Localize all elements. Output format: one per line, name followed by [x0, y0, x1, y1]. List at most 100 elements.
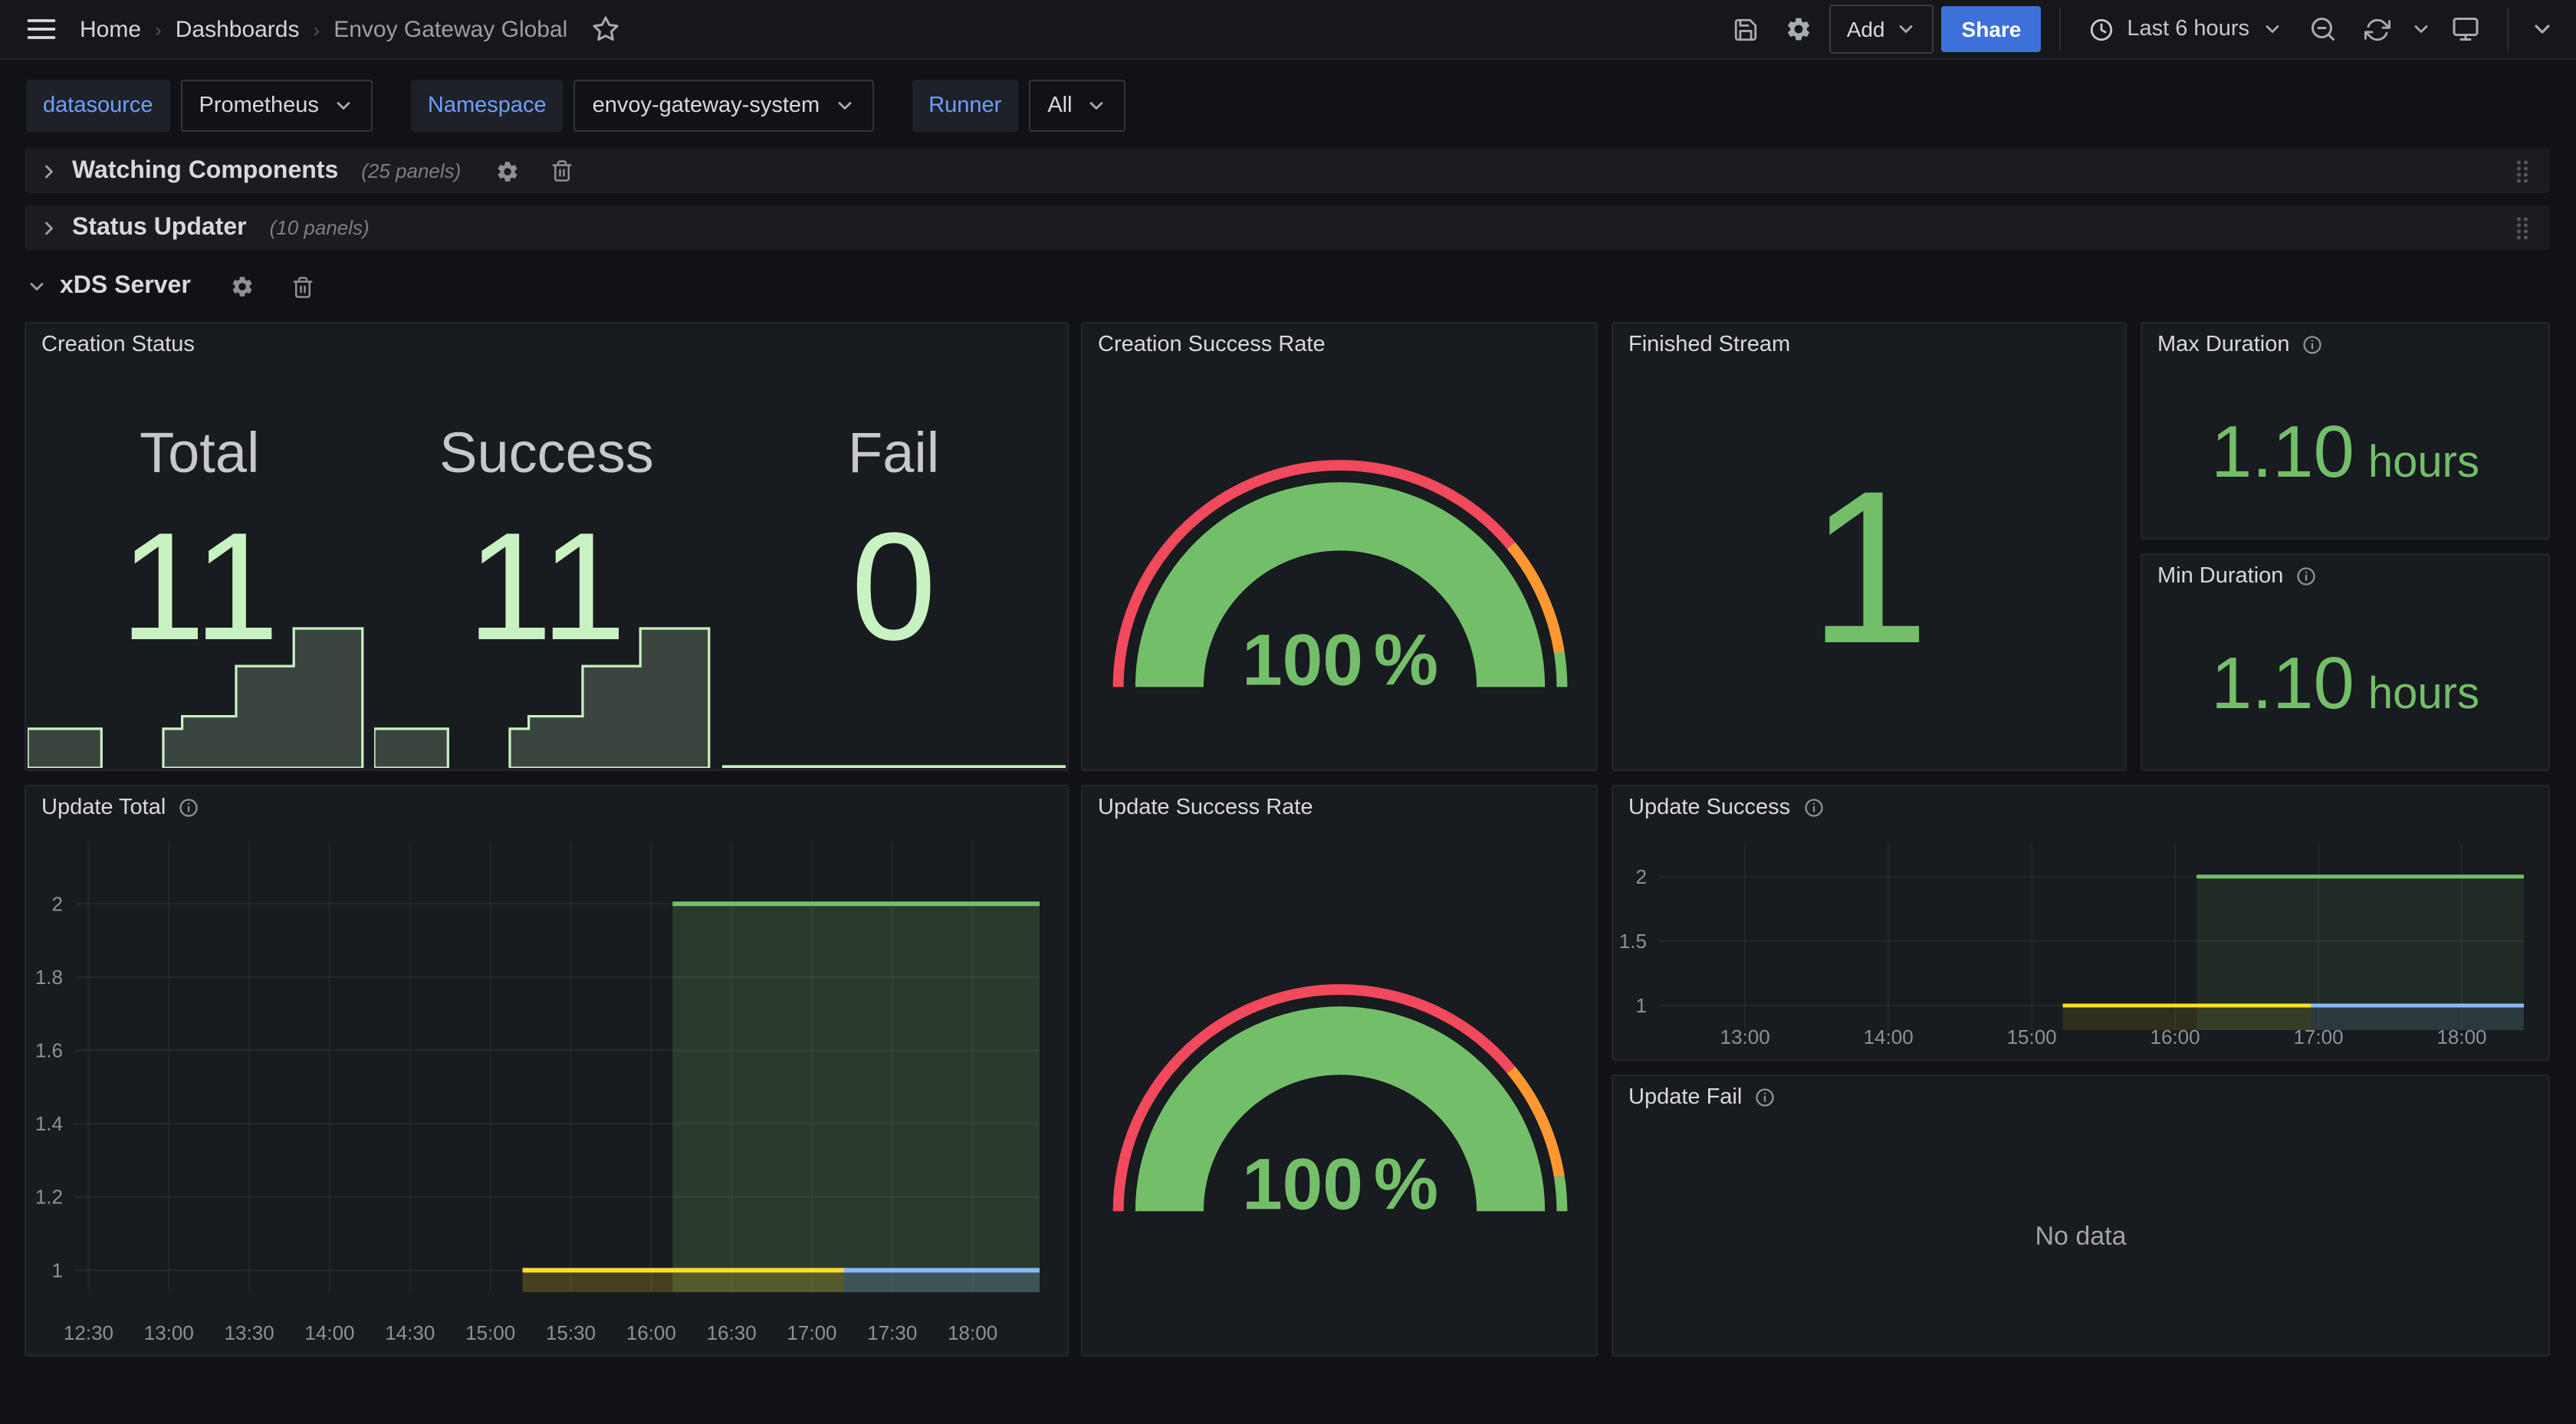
- panel-title: Creation Success Rate: [1098, 333, 1326, 357]
- info-icon[interactable]: [1754, 1087, 1776, 1108]
- svg-text:14:00: 14:00: [304, 1321, 354, 1344]
- info-icon[interactable]: [2295, 566, 2317, 587]
- variable-label[interactable]: Namespace: [411, 80, 564, 132]
- info-icon[interactable]: [2302, 334, 2323, 356]
- row-title: Watching Components: [72, 157, 338, 185]
- breadcrumb: Home›Dashboards›Envoy Gateway Global: [80, 16, 567, 42]
- svg-text:16:30: 16:30: [707, 1321, 757, 1344]
- svg-text:1.5: 1.5: [1619, 930, 1647, 953]
- row-status-updater[interactable]: Status Updater (10 panels): [25, 205, 2550, 250]
- panel-header[interactable]: Max Duration: [2142, 323, 2548, 366]
- row-panel-count: (25 panels): [361, 159, 461, 182]
- svg-text:1.8: 1.8: [35, 966, 63, 989]
- svg-text:13:30: 13:30: [225, 1321, 274, 1344]
- panel-title: Max Duration: [2157, 333, 2289, 357]
- time-range-label: Last 6 hours: [2127, 17, 2249, 41]
- panel-header[interactable]: Update Success: [1613, 786, 2548, 829]
- save-dashboard-icon[interactable]: [1723, 6, 1769, 52]
- zoom-out-icon[interactable]: [2300, 6, 2346, 52]
- row-delete-icon[interactable]: [292, 275, 315, 298]
- breadcrumb-separator: ›: [155, 18, 162, 41]
- panel-header[interactable]: Update Fail: [1613, 1076, 2548, 1119]
- kiosk-mode-icon[interactable]: [2443, 6, 2489, 52]
- variable-namespace: Namespace envoy-gateway-system: [411, 80, 873, 132]
- sparkline-fail: [721, 627, 1066, 768]
- panel-header[interactable]: Update Total: [26, 786, 1067, 829]
- svg-text:13:00: 13:00: [144, 1321, 194, 1344]
- drag-handle-icon[interactable]: [2509, 211, 2536, 244]
- chevron-down-icon: [1086, 95, 1108, 116]
- svg-text:16:00: 16:00: [626, 1321, 676, 1344]
- variable-value-dropdown[interactable]: All: [1029, 80, 1125, 132]
- share-button[interactable]: Share: [1942, 6, 2042, 52]
- svg-text:17:00: 17:00: [787, 1321, 836, 1344]
- add-button-label: Add: [1847, 17, 1885, 41]
- chevron-down-icon: [1896, 18, 1917, 40]
- stat-label: Success: [373, 422, 721, 486]
- row-delete-icon[interactable]: [550, 159, 573, 182]
- panel-update-fail: Update Fail No data: [1612, 1075, 2550, 1357]
- panel-header[interactable]: Creation Success Rate: [1083, 323, 1596, 366]
- variable-label[interactable]: Runner: [912, 80, 1018, 132]
- svg-text:17:30: 17:30: [867, 1321, 917, 1344]
- star-icon[interactable]: [583, 6, 629, 52]
- timeseries-update-total: 11.21.41.61.8212:3013:0013:3014:0014:301…: [26, 829, 1067, 1355]
- variable-value-dropdown[interactable]: envoy-gateway-system: [574, 80, 874, 132]
- variable-runner: RunnerAll: [912, 80, 1125, 132]
- row-title: Status Updater: [72, 214, 247, 241]
- breadcrumb-item[interactable]: Dashboards: [176, 16, 300, 42]
- breadcrumb-item[interactable]: Envoy Gateway Global: [334, 16, 567, 42]
- svg-text:1: 1: [1636, 994, 1647, 1017]
- stat-fail: Fail 0: [720, 366, 1067, 769]
- row-settings-icon[interactable]: [231, 274, 255, 299]
- svg-text:1: 1: [52, 1258, 63, 1281]
- refresh-interval-dropdown[interactable]: [2407, 6, 2435, 52]
- panel-header[interactable]: Update Success Rate: [1083, 786, 1596, 829]
- variable-datasource: datasourcePrometheus: [26, 80, 373, 132]
- collapse-nav-icon[interactable]: [2527, 6, 2558, 52]
- svg-text:1.2: 1.2: [35, 1186, 63, 1209]
- svg-text:15:00: 15:00: [2007, 1025, 2057, 1048]
- variable-label[interactable]: datasource: [26, 80, 170, 132]
- panel-max-duration: Max Duration 1.10 hours: [2141, 322, 2550, 540]
- panel-title: Update Fail: [1628, 1085, 1742, 1110]
- drag-handle-icon[interactable]: [2509, 154, 2536, 188]
- refresh-icon[interactable]: [2354, 6, 2400, 52]
- stat-value-wrap: 1.10 hours: [2142, 366, 2548, 538]
- row-xds-server[interactable]: xDS Server: [26, 264, 315, 310]
- svg-text:18:00: 18:00: [948, 1321, 997, 1344]
- svg-text:13:00: 13:00: [1720, 1025, 1770, 1048]
- menu-icon[interactable]: [18, 6, 64, 52]
- svg-text:15:00: 15:00: [465, 1321, 515, 1344]
- variable-value: envoy-gateway-system: [593, 94, 820, 118]
- svg-text:1.6: 1.6: [35, 1038, 63, 1061]
- timeseries-update-success: 11.5213:0014:0015:0016:0017:0018:00: [1613, 829, 2548, 1059]
- breadcrumb-item[interactable]: Home: [80, 16, 141, 42]
- stat-value: 1: [1613, 366, 2125, 769]
- dashboard-settings-icon[interactable]: [1776, 6, 1822, 52]
- stat-total: Total 11: [26, 366, 373, 769]
- panel-header[interactable]: Creation Status: [26, 323, 1067, 366]
- panel-header[interactable]: Finished Stream: [1613, 323, 2125, 366]
- svg-text:14:30: 14:30: [385, 1321, 435, 1344]
- chevron-down-icon: [333, 95, 354, 116]
- svg-text:12:30: 12:30: [64, 1321, 113, 1344]
- time-range-picker[interactable]: Last 6 hours: [2079, 16, 2292, 42]
- info-icon[interactable]: [1802, 797, 1824, 819]
- svg-text:100%: 100%: [1241, 1143, 1438, 1225]
- variable-value-dropdown[interactable]: Prometheus: [181, 80, 373, 132]
- clock-icon: [2088, 16, 2114, 42]
- panel-header[interactable]: Min Duration: [2142, 555, 2548, 598]
- svg-text:2: 2: [1636, 865, 1647, 888]
- stat-columns: Total 11 Success 11 Fail 0: [26, 366, 1067, 769]
- chevron-down-icon: [26, 276, 48, 297]
- panel-title: Update Total: [41, 796, 166, 820]
- info-icon[interactable]: [178, 797, 199, 819]
- stat-unit: hours: [2368, 669, 2479, 720]
- row-settings-icon[interactable]: [495, 159, 519, 183]
- panel-creation-success-rate: Creation Success Rate 100%: [1081, 322, 1598, 771]
- row-watching-components[interactable]: Watching Components (25 panels): [25, 149, 2550, 193]
- panel-update-total: Update Total 11.21.41.61.8212:3013:0013:…: [25, 785, 1069, 1357]
- chevron-right-icon: [38, 217, 60, 238]
- add-button[interactable]: Add: [1830, 5, 1934, 54]
